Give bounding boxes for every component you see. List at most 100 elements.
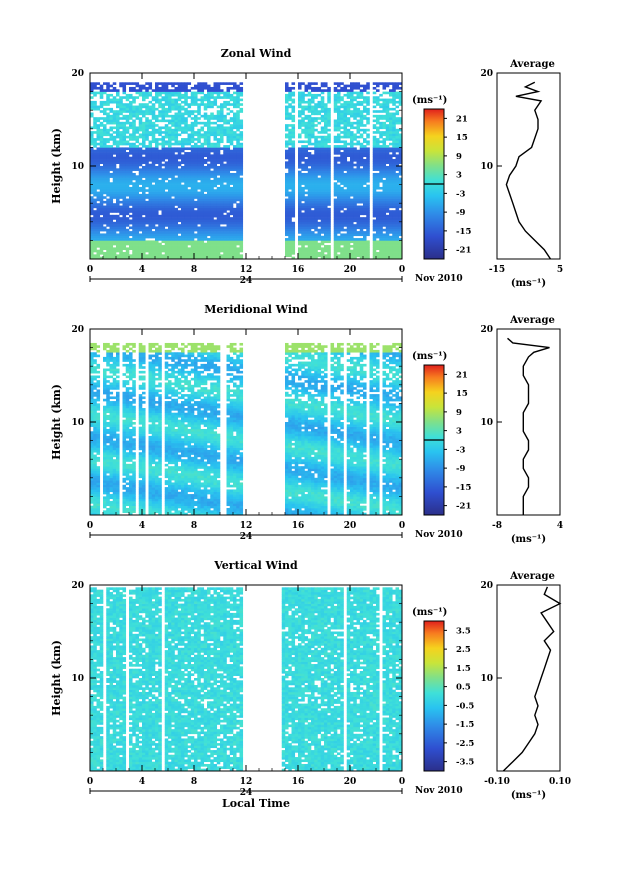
heatmap-cell — [337, 107, 341, 111]
heatmap-cell — [223, 203, 227, 206]
heatmap-cell — [389, 186, 393, 190]
heatmap-cell — [164, 84, 169, 88]
heatmap-cell — [220, 228, 224, 232]
heatmap-cell — [103, 170, 107, 174]
heatmap-cell — [353, 179, 357, 183]
heatmap-cell — [343, 133, 348, 137]
heatmap-cell — [226, 89, 231, 92]
heatmap-cell — [148, 172, 153, 176]
heatmap-cell — [223, 170, 227, 174]
heatmap-cell — [236, 189, 240, 192]
heatmap-cell — [187, 128, 192, 132]
heatmap-cell — [132, 217, 136, 220]
heatmap-cell — [168, 163, 172, 167]
heatmap-cell — [210, 133, 214, 137]
heatmap-cell — [142, 168, 146, 171]
heatmap-cell — [327, 177, 331, 181]
heatmap-cell — [337, 147, 341, 151]
heatmap-cell — [389, 159, 393, 162]
heatmap-cell — [122, 133, 127, 137]
heatmap-cell — [168, 96, 172, 99]
heatmap-cell — [382, 114, 387, 118]
heatmap-cell — [112, 86, 117, 90]
heatmap-cell — [236, 86, 240, 90]
heatmap-cell — [194, 152, 198, 155]
heatmap-cell — [207, 138, 211, 141]
heatmap-cell — [129, 145, 133, 148]
heatmap-cell — [96, 238, 101, 241]
heatmap-cell — [340, 214, 344, 218]
heatmap-cell — [145, 86, 149, 90]
heatmap-cell — [311, 117, 315, 120]
heatmap-cell — [161, 147, 166, 151]
heatmap-cell — [184, 191, 188, 195]
heatmap-cell — [343, 163, 348, 167]
heatmap-cell — [340, 254, 344, 257]
heatmap-cell — [392, 245, 396, 248]
heatmap-cell — [288, 252, 292, 255]
heatmap-cell — [142, 235, 146, 239]
heatmap-cell — [350, 93, 354, 97]
heatmap-cell — [353, 191, 357, 195]
heatmap-cell — [304, 249, 309, 253]
heatmap-cell — [346, 231, 351, 234]
heatmap-cell — [184, 100, 188, 104]
heatmap-cell — [363, 110, 367, 113]
heatmap-cell — [376, 142, 380, 146]
heatmap-cell — [171, 245, 175, 248]
heatmap-cell — [90, 138, 94, 141]
heatmap-cell — [194, 240, 198, 244]
heatmap-cell — [200, 245, 205, 248]
heatmap-cell — [164, 212, 169, 216]
heatmap-cell — [363, 249, 367, 253]
heatmap-cell — [229, 166, 234, 169]
heatmap-cell — [177, 147, 182, 151]
heatmap-cell — [174, 198, 179, 202]
heatmap-cell — [181, 86, 185, 90]
heatmap-cell — [194, 161, 198, 164]
heatmap-cell — [340, 200, 344, 204]
heatmap-cell — [109, 128, 114, 132]
heatmap-cell — [106, 247, 110, 251]
heatmap-cell — [389, 142, 393, 146]
heatmap-cell — [99, 161, 104, 164]
heatmap-cell — [372, 200, 377, 204]
heatmap-cell — [168, 191, 172, 195]
heatmap-cell — [132, 149, 136, 153]
heatmap-cell — [103, 200, 107, 204]
heatmap-cell — [90, 142, 94, 146]
heatmap-cell — [210, 105, 214, 109]
heatmap-cell — [366, 121, 370, 125]
heatmap-cell — [333, 163, 338, 167]
heatmap-cell — [327, 207, 331, 211]
heatmap-cell — [372, 224, 377, 227]
heatmap-cell — [99, 217, 104, 220]
heatmap-cell — [194, 221, 198, 225]
heatmap-cell — [90, 247, 94, 251]
heatmap-cell — [314, 161, 318, 164]
heatmap-cell — [109, 249, 114, 253]
heatmap-cell — [340, 145, 344, 148]
heatmap-cell — [350, 135, 354, 139]
heatmap-cell — [203, 168, 208, 171]
heatmap-cell — [184, 256, 188, 260]
heatmap-cell — [353, 133, 357, 137]
heatmap-cell — [103, 107, 107, 111]
heatmap-cell — [346, 198, 351, 202]
heatmap-cell — [190, 177, 195, 181]
heatmap-cell — [226, 214, 231, 218]
heatmap-cell — [236, 89, 240, 92]
heatmap-cell — [304, 86, 309, 90]
heatmap-cell — [340, 221, 344, 225]
heatmap-cell — [190, 189, 195, 192]
heatmap-cell — [304, 179, 309, 183]
heatmap-cell — [389, 184, 393, 188]
heatmap-cell — [340, 235, 344, 239]
heatmap-cell — [346, 224, 351, 227]
heatmap-cell — [190, 138, 195, 141]
heatmap-cell — [106, 117, 110, 120]
heatmap-cell — [190, 186, 195, 190]
heatmap-cell — [213, 196, 218, 199]
heatmap-cell — [301, 140, 305, 144]
heatmap-cell — [285, 98, 289, 102]
